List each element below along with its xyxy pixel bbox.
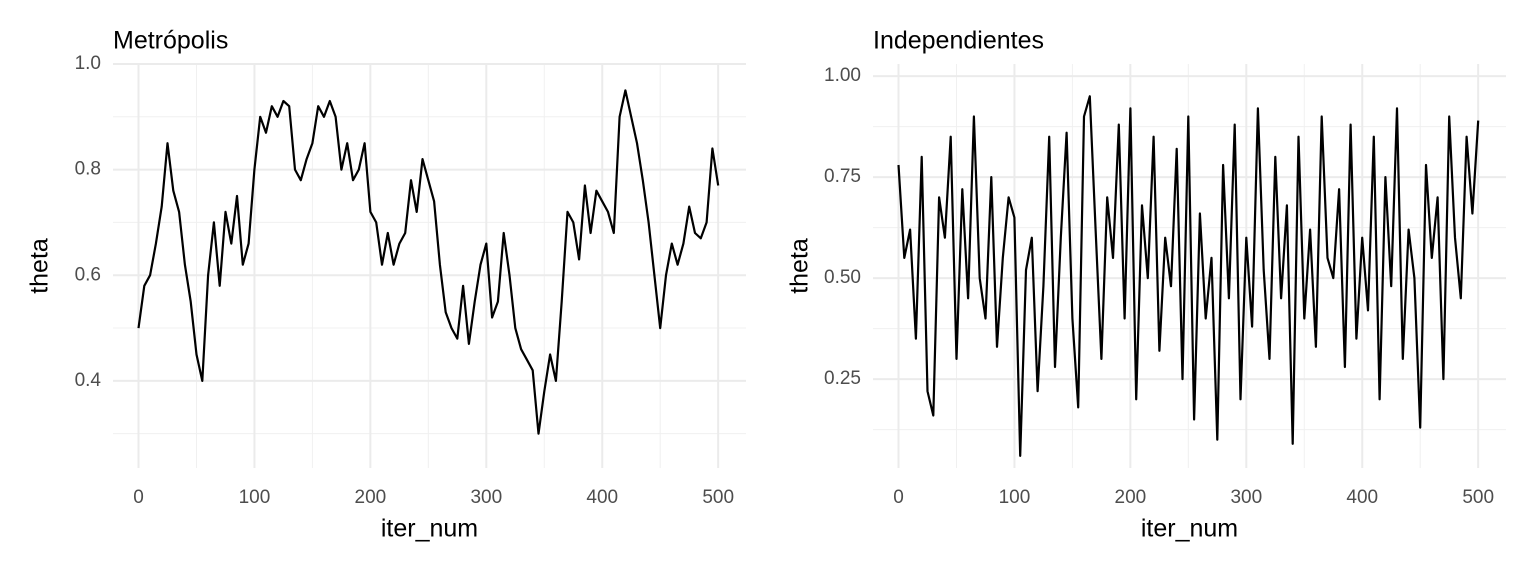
y-tick-label: 0.25 bbox=[824, 368, 861, 389]
chart-title: Independientes bbox=[873, 27, 1044, 55]
data-line bbox=[897, 95, 1480, 457]
y-tick-label: 0.8 bbox=[75, 159, 101, 180]
x-tick-label: 400 bbox=[586, 487, 618, 508]
y-axis-label: theta bbox=[26, 238, 54, 294]
x-tick-label: 100 bbox=[239, 487, 271, 508]
x-tick-label: 0 bbox=[893, 487, 904, 508]
y-tick-label: 0.6 bbox=[75, 264, 101, 285]
x-tick-label: 0 bbox=[133, 487, 144, 508]
y-axis-label: theta bbox=[786, 238, 814, 294]
x-axis-label: iter_num bbox=[1141, 515, 1238, 543]
x-tick-label: 300 bbox=[470, 487, 502, 508]
x-axis-label: iter_num bbox=[381, 515, 478, 543]
y-tick-label: 0.50 bbox=[824, 267, 861, 288]
y-tick-label: 1.0 bbox=[75, 53, 101, 74]
x-tick-label: 200 bbox=[1115, 487, 1147, 508]
data-line bbox=[137, 89, 720, 435]
x-tick-label: 500 bbox=[1462, 487, 1494, 508]
y-tick-label: 1.00 bbox=[824, 65, 861, 86]
x-tick-label: 100 bbox=[999, 487, 1031, 508]
x-tick-label: 300 bbox=[1230, 487, 1262, 508]
x-tick-label: 400 bbox=[1346, 487, 1378, 508]
chart-title: Metrópolis bbox=[113, 27, 228, 55]
x-tick-label: 500 bbox=[702, 487, 734, 508]
y-tick-label: 0.75 bbox=[824, 166, 861, 187]
y-tick-label: 0.4 bbox=[75, 370, 102, 391]
x-tick-label: 200 bbox=[355, 487, 387, 508]
